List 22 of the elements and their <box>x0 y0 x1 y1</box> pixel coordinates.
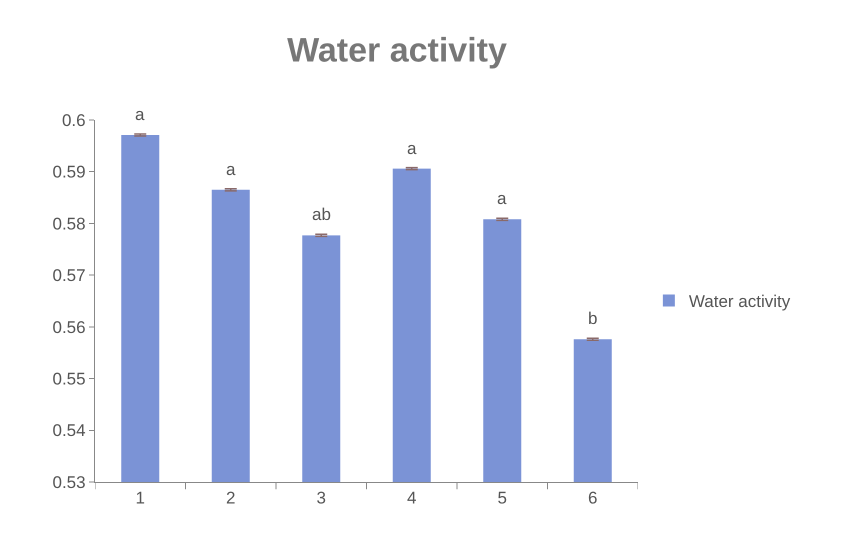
y-tick-label: 0.6 <box>62 110 86 130</box>
annotation: a <box>407 139 417 158</box>
y-tick-label: 0.53 <box>52 472 86 492</box>
y-tick-label: 0.55 <box>52 370 86 389</box>
x-tick-label: 5 <box>498 488 507 508</box>
legend-label: Water activity <box>688 292 791 312</box>
x-tick-label: 6 <box>588 488 598 508</box>
annotation: ab <box>312 205 331 224</box>
x-tick-label: 1 <box>136 488 145 508</box>
y-tick-label: 0.57 <box>52 266 86 286</box>
annotation: a <box>497 189 507 208</box>
y-tick-label: 0.58 <box>52 214 86 234</box>
y-tick-label: 0.59 <box>52 162 86 182</box>
annotation: a <box>135 105 145 124</box>
x-tick-label: 2 <box>226 488 236 508</box>
y-tick-label: 0.56 <box>52 318 86 337</box>
chart-title: Water activity <box>287 31 507 70</box>
x-tick-label: 4 <box>407 488 416 508</box>
annotation: b <box>588 309 598 328</box>
annotation: a <box>226 160 236 179</box>
x-tick-label: 3 <box>316 488 326 508</box>
y-tick-label: 0.54 <box>52 421 86 440</box>
